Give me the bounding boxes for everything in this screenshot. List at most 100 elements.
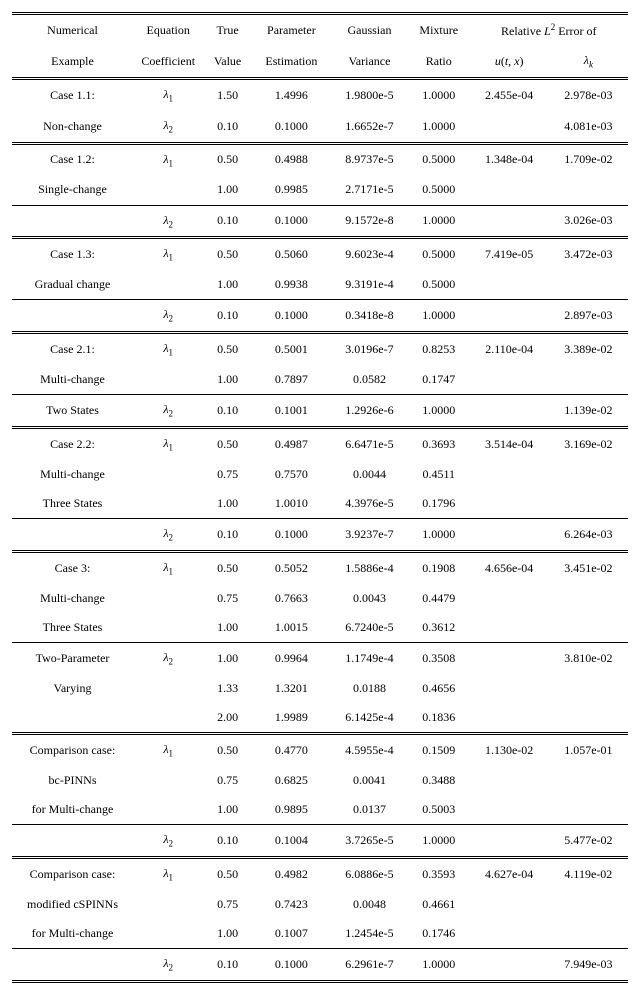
group-label: bc-PINNs	[12, 766, 133, 795]
relerr-lambda: 3.026e-03	[549, 205, 628, 238]
param-est: 1.3201	[252, 674, 331, 703]
group-label: Comparison case:	[12, 857, 133, 889]
mix-ratio: 0.1836	[408, 703, 470, 734]
mix-ratio: 0.1509	[408, 734, 470, 766]
coef	[133, 175, 203, 205]
gauss-var: 1.2454e-5	[331, 919, 408, 949]
coef: λ2	[133, 205, 203, 238]
hdr-r2-1: Coefficient	[133, 46, 203, 78]
coef: λ1	[133, 427, 203, 459]
coef	[133, 919, 203, 949]
param-est: 0.1000	[252, 518, 331, 551]
coef: λ2	[133, 518, 203, 551]
group-label: Gradual change	[12, 270, 133, 300]
relerr-u	[470, 300, 549, 333]
coef: λ1	[133, 238, 203, 270]
relerr-u	[470, 825, 549, 858]
gauss-var: 8.9737e-5	[331, 143, 408, 175]
mix-ratio: 1.0000	[408, 111, 470, 143]
mix-ratio: 0.1747	[408, 365, 470, 395]
true-val: 0.10	[203, 518, 251, 551]
relerr-lambda	[549, 703, 628, 734]
relerr-lambda	[549, 460, 628, 489]
gauss-var: 0.0048	[331, 890, 408, 919]
relerr-u	[470, 642, 549, 673]
group-label: Two-Parameter	[12, 642, 133, 673]
relerr-u	[470, 518, 549, 551]
true-val: 0.75	[203, 766, 251, 795]
coef: λ1	[133, 143, 203, 175]
group-label: Multi-change	[12, 460, 133, 489]
relerr-lambda: 2.978e-03	[549, 78, 628, 110]
true-val: 0.50	[203, 857, 251, 889]
relerr-u	[470, 613, 549, 643]
true-val: 0.75	[203, 890, 251, 919]
group-label: Case 3:	[12, 551, 133, 583]
group-label: Multi-change	[12, 584, 133, 613]
mix-ratio: 1.0000	[408, 395, 470, 428]
hdr-r2-3: Estimation	[252, 46, 331, 78]
param-est: 0.1001	[252, 395, 331, 428]
coef	[133, 890, 203, 919]
param-est: 0.9895	[252, 795, 331, 825]
gauss-var: 0.0188	[331, 674, 408, 703]
coef: λ2	[133, 300, 203, 333]
mix-ratio: 1.0000	[408, 205, 470, 238]
param-est: 0.7423	[252, 890, 331, 919]
true-val: 0.75	[203, 584, 251, 613]
true-val: 0.50	[203, 734, 251, 766]
group-label: Case 2.2:	[12, 427, 133, 459]
group-label	[12, 949, 133, 982]
mix-ratio: 0.1908	[408, 551, 470, 583]
coef: λ2	[133, 642, 203, 673]
coef	[133, 674, 203, 703]
true-val: 1.00	[203, 642, 251, 673]
param-est: 1.9989	[252, 703, 331, 734]
hdr-r2-2: Value	[203, 46, 251, 78]
coef: λ1	[133, 78, 203, 110]
relerr-lambda: 3.169e-02	[549, 427, 628, 459]
gauss-var: 1.6652e-7	[331, 111, 408, 143]
coef	[133, 365, 203, 395]
group-label	[12, 205, 133, 238]
coef: λ1	[133, 734, 203, 766]
true-val: 1.00	[203, 795, 251, 825]
param-est: 1.0015	[252, 613, 331, 643]
coef: λ1	[133, 333, 203, 365]
true-val: 0.10	[203, 205, 251, 238]
true-val: 0.75	[203, 460, 251, 489]
relerr-u: 1.348e-04	[470, 143, 549, 175]
mix-ratio: 0.4479	[408, 584, 470, 613]
relerr-u	[470, 395, 549, 428]
gauss-var: 3.9237e-7	[331, 518, 408, 551]
param-est: 0.1004	[252, 825, 331, 858]
relerr-lambda: 5.477e-02	[549, 825, 628, 858]
mix-ratio: 1.0000	[408, 78, 470, 110]
relerr-lambda	[549, 766, 628, 795]
coef: λ2	[133, 949, 203, 982]
group-label: Multi-change	[12, 365, 133, 395]
coef	[133, 703, 203, 734]
hdr-r2-4: Variance	[331, 46, 408, 78]
hdr-r1-2: True	[203, 14, 251, 47]
param-est: 1.4996	[252, 78, 331, 110]
relerr-u	[470, 365, 549, 395]
param-est: 0.9964	[252, 642, 331, 673]
relerr-lambda: 1.139e-02	[549, 395, 628, 428]
relerr-u	[470, 919, 549, 949]
true-val: 0.10	[203, 111, 251, 143]
gauss-var: 9.3191e-4	[331, 270, 408, 300]
true-val: 1.00	[203, 919, 251, 949]
gauss-var: 3.0196e-7	[331, 333, 408, 365]
relerr-u	[470, 205, 549, 238]
relerr-u	[470, 489, 549, 519]
relerr-u	[470, 949, 549, 982]
relerr-u: 2.455e-04	[470, 78, 549, 110]
hdr-r1-1: Equation	[133, 14, 203, 47]
relerr-u: 4.627e-04	[470, 857, 549, 889]
gauss-var: 1.9800e-5	[331, 78, 408, 110]
relerr-lambda	[549, 584, 628, 613]
relerr-lambda	[549, 365, 628, 395]
group-label: Case 2.1:	[12, 333, 133, 365]
mix-ratio: 0.3693	[408, 427, 470, 459]
